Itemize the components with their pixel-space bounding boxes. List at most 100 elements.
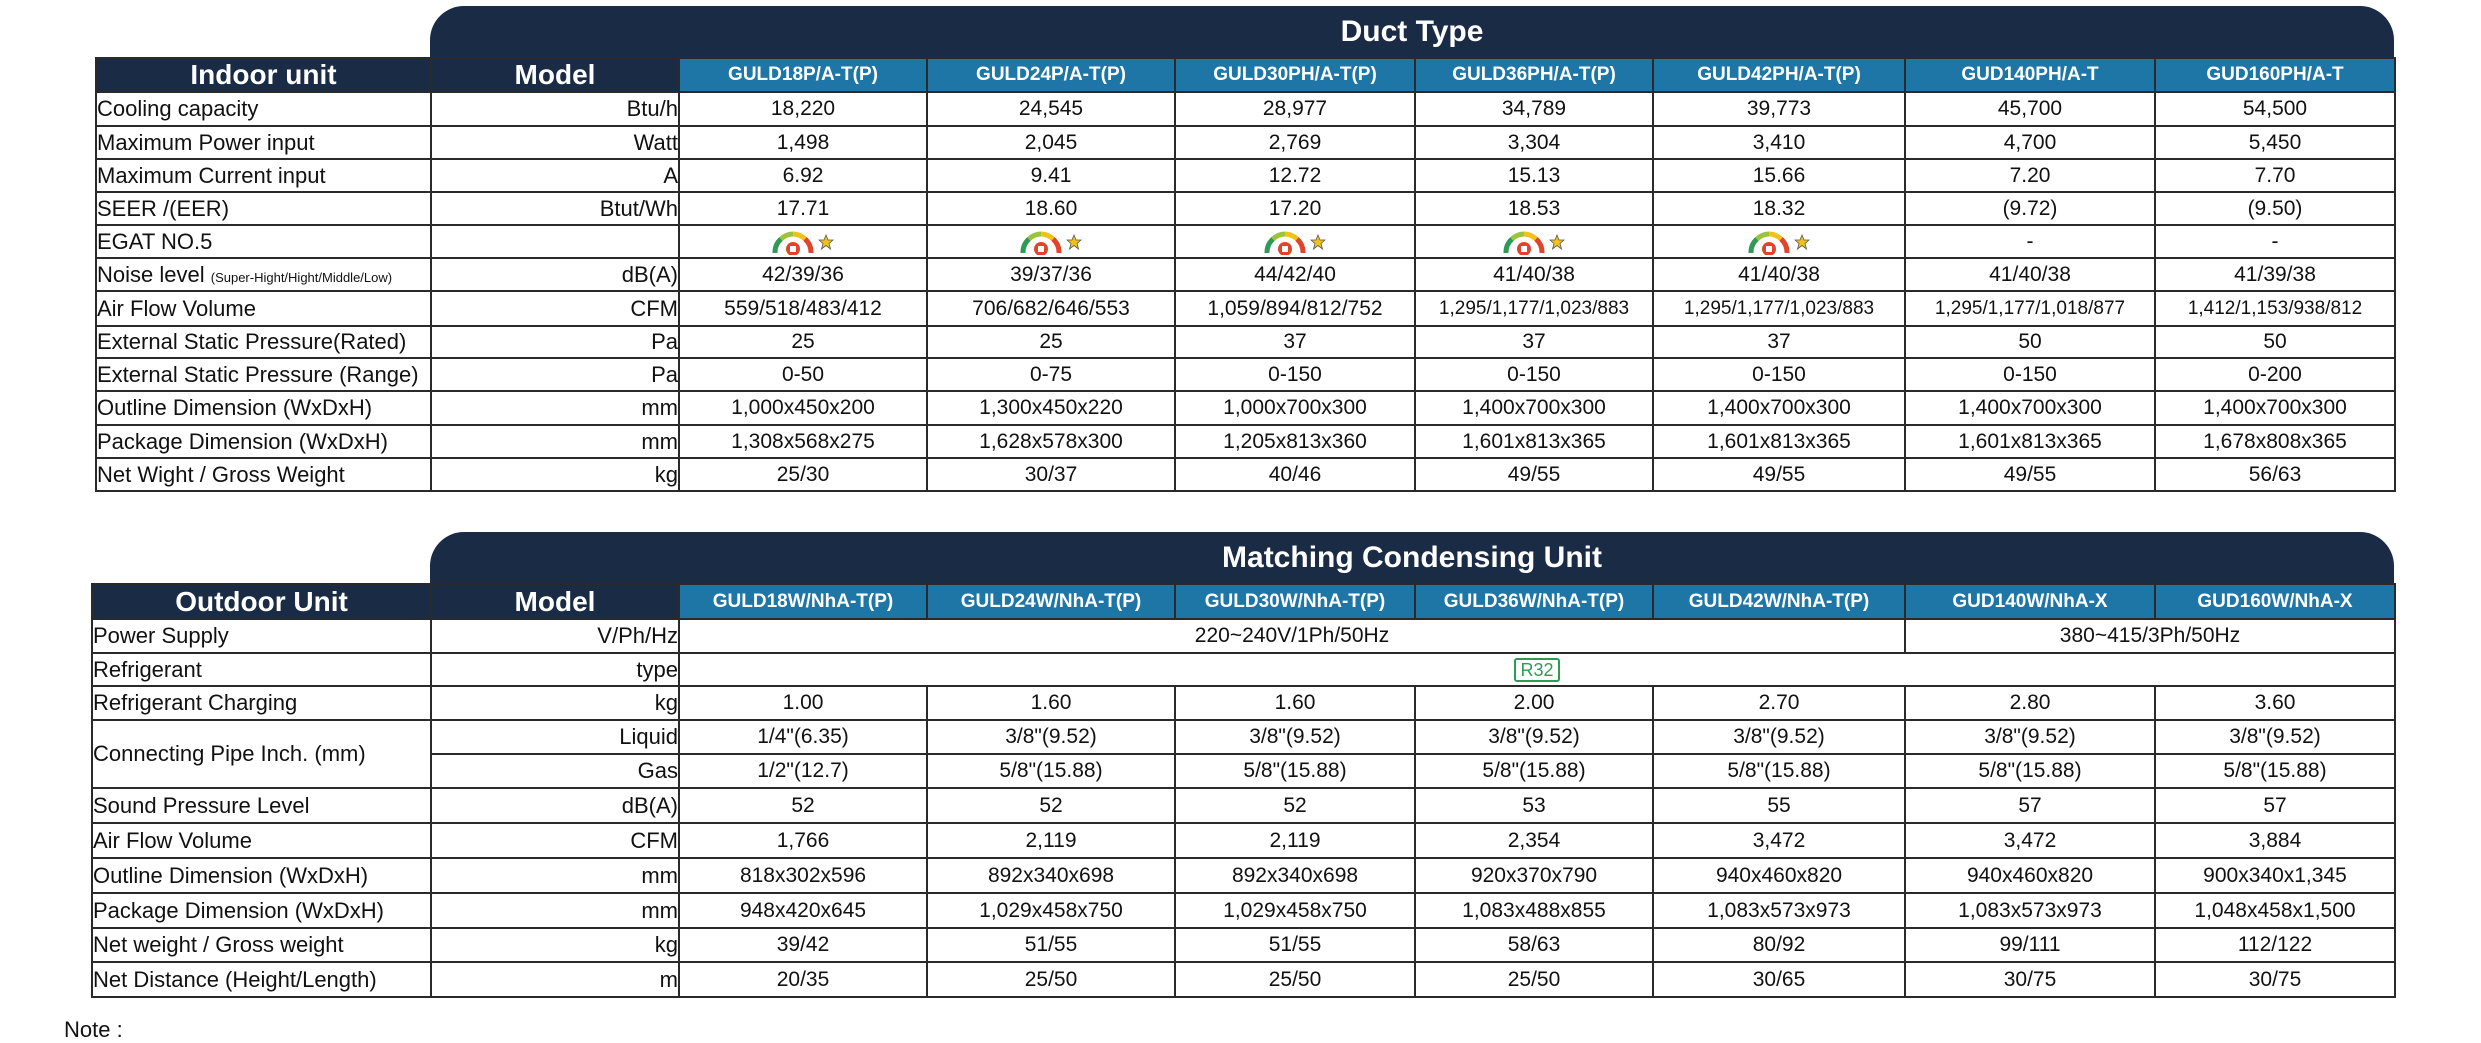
data-cell: 1,295/1,177/1,023/883 [1414, 290, 1654, 327]
power-supply-single-phase: 220~240V/1Ph/50Hz [678, 618, 1906, 654]
data-cell: 1,083x573x973 [1904, 892, 2156, 929]
row-label: Package Dimension (WxDxH) [91, 892, 432, 929]
row-label: Noise level (Super-Hight/Hight/Middle/Lo… [95, 257, 432, 292]
data-cell: 30/65 [1652, 961, 1906, 998]
data-cell: 2,354 [1414, 822, 1654, 859]
row-label: Refrigerant [91, 652, 432, 687]
data-cell: 54,500 [2154, 91, 2396, 127]
data-cell: 892x340x698 [1174, 857, 1416, 894]
indoor-unit-header: Indoor unit [95, 57, 432, 93]
row-label: EGAT NO.5 [95, 224, 432, 259]
data-cell: 99/111 [1904, 927, 2156, 963]
row-label: SEER /(EER) [95, 191, 432, 226]
data-cell: 25/30 [678, 457, 928, 492]
row-label-text: EGAT NO.5 [97, 228, 213, 254]
data-cell: 1,308x568x275 [678, 424, 928, 459]
data-cell: 25 [678, 325, 928, 359]
data-cell: 18.53 [1414, 191, 1654, 226]
data-cell: 1,059/894/812/752 [1174, 290, 1416, 327]
data-cell: 37 [1414, 325, 1654, 359]
table-row: Package Dimension (WxDxH) mm 1,308x568x275… [95, 424, 2396, 459]
data-cell: 50 [2154, 325, 2396, 359]
table-row: Connecting Pipe Inch. (mm) Liquid 1/4"(6… [91, 719, 2396, 789]
data-cell: 1,048x458x1,500 [2154, 892, 2396, 929]
row-unit: mm [430, 892, 680, 929]
row-unit: Watt [430, 125, 680, 160]
data-cell: 30/75 [2154, 961, 2396, 998]
data-cell: 42/39/36 [678, 257, 928, 292]
table-row: Power Supply V/Ph/Hz 220~240V/1Ph/50Hz 3… [91, 618, 2396, 654]
row-label-text: Package Dimension (WxDxH) [97, 428, 388, 454]
refrigerant-cell: R32 [678, 652, 2396, 687]
indoor-model-name: GULD36PH/A-T(P) [1414, 57, 1654, 93]
data-cell: 39,773 [1652, 91, 1906, 127]
data-cell: 5/8"(15.88) [1414, 753, 1654, 789]
data-cell: (9.50) [2154, 191, 2396, 226]
egat-label-icon [1264, 229, 1326, 255]
table-row: Net Wight / Gross Weight kg 25/30 30/37 40/4… [95, 457, 2396, 492]
data-cell: 5/8"(15.88) [926, 753, 1176, 789]
row-unit: V/Ph/Hz [430, 618, 680, 654]
outdoor-model-name: GUD160W/NhA-X [2154, 583, 2396, 620]
data-cell: 1,295/1,177/1,023/883 [1652, 290, 1906, 327]
row-label: Net weight / Gross weight [91, 927, 432, 963]
data-cell: 52 [678, 787, 928, 824]
data-cell: 1,205x813x360 [1174, 424, 1416, 459]
data-cell: 18,220 [678, 91, 928, 127]
data-cell: 45,700 [1904, 91, 2156, 127]
data-cell: 51/55 [926, 927, 1176, 963]
data-cell: 559/518/483/412 [678, 290, 928, 327]
data-cell: 0-200 [2154, 357, 2396, 392]
egat-cell [1174, 224, 1416, 259]
outdoor-model-name: GULD24W/NhA-T(P) [926, 583, 1176, 620]
data-cell: 37 [1174, 325, 1416, 359]
table-row: Refrigerant Charging kg 1.00 1.60 1.60 2.00… [91, 685, 2396, 721]
data-cell: 58/63 [1414, 927, 1654, 963]
data-cell: 15.13 [1414, 158, 1654, 193]
data-cell: 1.60 [926, 685, 1176, 721]
table-row: Net weight / Gross weight kg 39/42 51/55 51/… [91, 927, 2396, 963]
row-unit: mm [430, 424, 680, 459]
data-cell: 3.60 [2154, 685, 2396, 721]
row-label: Air Flow Volume [95, 290, 432, 327]
data-cell: 2.00 [1414, 685, 1654, 721]
table-row: Air Flow Volume CFM 1,766 2,119 2,119 2,354 3,… [91, 822, 2396, 859]
row-label: Power Supply [91, 618, 432, 654]
data-cell: 25/50 [1414, 961, 1654, 998]
row-label: Cooling capacity [95, 91, 432, 127]
row-label-text: Maximum Power input [97, 129, 315, 155]
condensing-unit-banner: Matching Condensing Unit [430, 532, 2394, 584]
data-cell: 940x460x820 [1904, 857, 2156, 894]
egat-label-icon [1748, 229, 1810, 255]
data-cell: 25/50 [926, 961, 1176, 998]
outdoor-unit-header: Outdoor Unit [91, 583, 432, 620]
outdoor-model-name: GUD140W/NhA-X [1904, 583, 2156, 620]
indoor-model-name: GULD24P/A-T(P) [926, 57, 1176, 93]
outdoor-model-name: GULD18W/NhA-T(P) [678, 583, 928, 620]
data-cell: 1,628x578x300 [926, 424, 1176, 459]
data-cell: 51/55 [1174, 927, 1416, 963]
data-cell: 3/8"(9.52) [2154, 719, 2396, 755]
data-cell: 41/40/38 [1414, 257, 1654, 292]
outdoor-model-name: GULD36W/NhA-T(P) [1414, 583, 1654, 620]
data-cell: 5/8"(15.88) [1904, 753, 2156, 789]
indoor-model-name: GULD42PH/A-T(P) [1652, 57, 1906, 93]
data-cell: 818x302x596 [678, 857, 928, 894]
data-cell: 7.70 [2154, 158, 2396, 193]
table-row: Sound Pressure Level dB(A) 52 52 52 53 55 57 57 [91, 787, 2396, 824]
data-cell: 12.72 [1174, 158, 1416, 193]
data-cell: 1,000x700x300 [1174, 390, 1416, 426]
data-cell: 1,300x450x220 [926, 390, 1176, 426]
data-cell: 1.00 [678, 685, 928, 721]
data-cell: 57 [1904, 787, 2156, 824]
row-label: Maximum Current input [95, 158, 432, 193]
table-row: Cooling capacity Btu/h 18,220 24,545 28,977 3… [95, 91, 2396, 127]
row-label-text: External Static Pressure(Rated) [97, 329, 407, 354]
row-unit: A [430, 158, 680, 193]
data-cell: 1,678x808x365 [2154, 424, 2396, 459]
data-cell: 2,119 [1174, 822, 1416, 859]
power-supply-three-phase: 380~415/3Ph/50Hz [1904, 618, 2396, 654]
outdoor-model-header: Model [430, 583, 680, 620]
data-cell: 940x460x820 [1652, 857, 1906, 894]
row-unit: mm [430, 390, 680, 426]
